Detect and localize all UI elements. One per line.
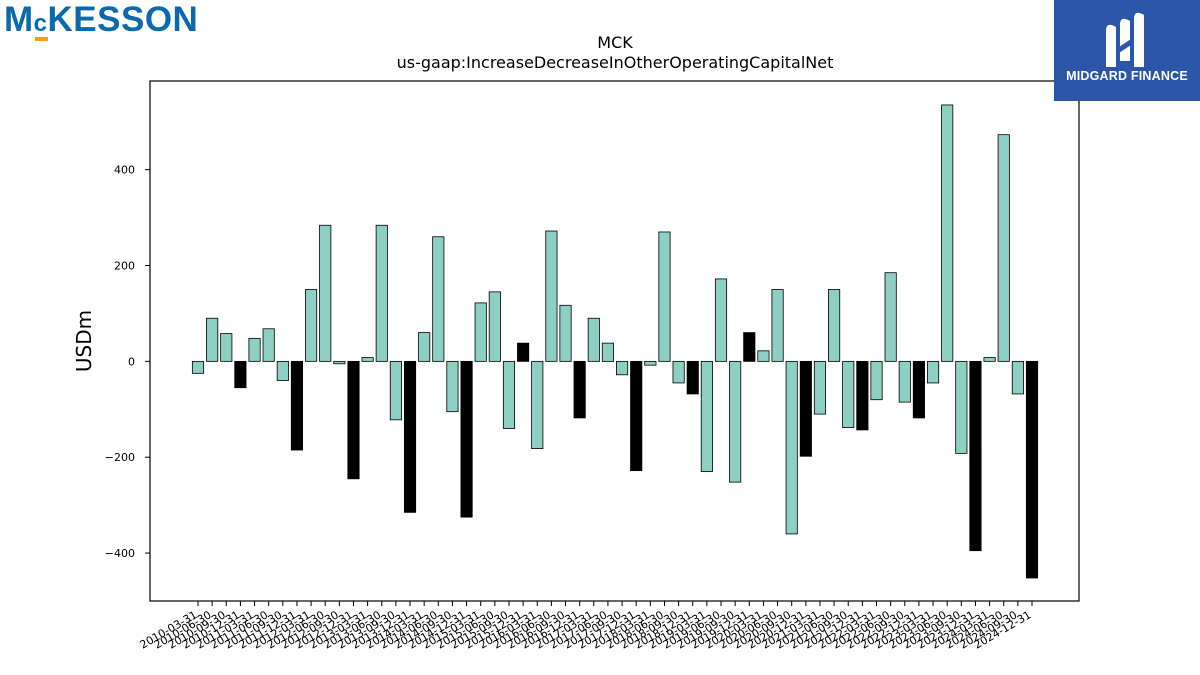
bar-2013-03-31	[361, 357, 374, 362]
bar-2024-03-31	[983, 357, 996, 362]
bar-2024-09-30	[1011, 360, 1024, 395]
bar-2017-06-30	[601, 342, 614, 362]
bar-2014-09-30	[446, 360, 459, 413]
bar-2013-06-30	[375, 224, 388, 362]
bar-2024-12-31	[1025, 360, 1039, 579]
bar-2020-06-30	[771, 289, 784, 362]
bar-2021-06-30	[828, 289, 841, 362]
company-logo: McKESSON	[4, 0, 198, 44]
bar-2010-12-31	[234, 360, 247, 389]
bar-2020-12-31	[799, 360, 812, 457]
bar-2013-09-30	[389, 360, 402, 421]
y-tick-label: −400	[105, 547, 135, 560]
bar-2021-09-30	[842, 360, 855, 428]
bar-2010-09-30	[220, 333, 233, 362]
bar-2016-06-30	[545, 230, 558, 362]
bar-2019-03-31	[700, 360, 713, 472]
bar-2012-03-31	[305, 289, 318, 362]
bar-2020-09-30	[785, 360, 798, 535]
bar-2022-06-30	[884, 272, 897, 362]
y-tick-label: 400	[114, 164, 135, 177]
bar-2012-12-31	[347, 360, 360, 480]
bar-2015-09-30	[502, 360, 516, 429]
bar-2018-09-30	[672, 360, 685, 384]
bar-2013-12-31	[403, 360, 417, 513]
bar-2015-06-30	[488, 291, 501, 362]
bar-2022-03-31	[870, 360, 883, 401]
bar-2023-06-30	[941, 104, 954, 362]
bar-2019-06-30	[714, 278, 728, 362]
bar-2024-06-30	[997, 134, 1010, 362]
bar-2023-09-30	[955, 360, 968, 454]
plot-frame	[149, 80, 1080, 602]
bar-2017-09-30	[616, 360, 629, 376]
chart-title: MCK	[597, 33, 633, 52]
bar-2014-06-30	[432, 236, 445, 362]
bar-2016-09-30	[559, 304, 572, 362]
x-axis: 2010-03-312010-06-302010-09-302010-12-31…	[138, 601, 1034, 652]
bar-2015-03-31	[474, 302, 487, 362]
bar-2018-03-31	[644, 360, 657, 366]
bar-2011-12-31	[290, 360, 304, 451]
bar-2014-12-31	[460, 360, 473, 518]
midgard-m-icon	[1106, 12, 1144, 67]
company-logo-prefix: M	[4, 0, 34, 39]
sponsor-name: MIDGARD FINANCE	[1066, 69, 1188, 83]
chart-subtitle: us-gaap:IncreaseDecreaseInOtherOperating…	[397, 53, 834, 72]
bar-2022-09-30	[898, 360, 911, 403]
bar-2011-09-30	[276, 360, 289, 381]
bar-2018-06-30	[658, 231, 671, 362]
y-axis: −400 −200 0 200 400	[105, 164, 150, 560]
y-tick-label: 0	[128, 355, 135, 368]
bar-2018-12-31	[686, 360, 699, 395]
bar-2010-06-30	[206, 317, 219, 362]
bar-2016-12-31	[573, 360, 586, 419]
bar-2011-03-31	[248, 337, 261, 362]
bar-2021-03-31	[813, 360, 827, 415]
bar-2020-03-31	[757, 350, 770, 362]
bar-2017-03-31	[587, 317, 600, 362]
bar-2017-12-31	[630, 360, 643, 472]
bar-2019-12-31	[743, 332, 756, 362]
bar-2021-12-31	[856, 360, 869, 431]
bar-2012-09-30	[333, 360, 346, 365]
company-logo-small-c: c	[33, 10, 48, 37]
y-tick-label: 200	[114, 260, 135, 273]
bars-layer	[191, 104, 1039, 579]
bar-2023-03-31	[927, 360, 940, 384]
bar-2012-06-30	[319, 224, 332, 362]
y-tick-label: −200	[105, 451, 135, 464]
company-logo-rest: KESSON	[47, 0, 199, 39]
bar-2014-03-31	[418, 332, 431, 362]
bar-2010-03-31	[191, 360, 205, 374]
bar-2016-03-31	[531, 360, 544, 449]
y-axis-label: USDm	[72, 310, 96, 372]
bar-2015-12-31	[517, 342, 530, 362]
bar-2023-12-31	[969, 360, 982, 552]
bar-2022-12-31	[912, 360, 925, 419]
sponsor-logo: MIDGARD FINANCE	[1054, 0, 1200, 101]
bar-2011-06-30	[262, 328, 275, 362]
bar-2019-09-30	[729, 360, 742, 483]
